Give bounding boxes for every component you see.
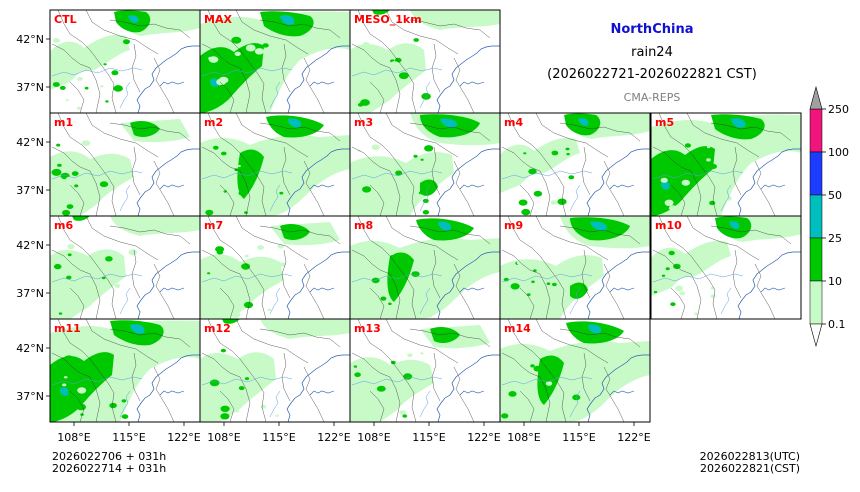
- colorbar-band: [809, 194, 823, 239]
- lat-label: 42°N: [16, 136, 44, 149]
- map-panel-m14: m14: [499, 318, 651, 423]
- panel-label: m7: [204, 219, 223, 232]
- map-panel-m3: m3: [349, 112, 501, 217]
- map-panel-m9: m9: [499, 215, 651, 320]
- init-time-line-2: 2026022714 + 031h: [52, 462, 167, 475]
- region-title: NorthChina: [610, 22, 694, 37]
- map-panel-m5: m5: [650, 112, 802, 217]
- map-panel-MESO_1km: MESO_1km: [349, 9, 501, 114]
- source-label: CMA-REPS: [623, 91, 681, 104]
- map-panel-m2: m2: [199, 112, 351, 217]
- panel-label: m11: [54, 322, 81, 335]
- colorbar-tick-label: 10: [828, 275, 842, 288]
- map-panel-m10: m10: [650, 215, 802, 320]
- panel-label: m8: [354, 219, 373, 232]
- panel-label: m6: [54, 219, 73, 232]
- lat-label: 42°N: [16, 33, 44, 46]
- lon-label: 108°E: [357, 431, 390, 444]
- map-panel-m13: m13: [349, 318, 501, 423]
- init-time-line-1: 2026022706 + 031h: [52, 450, 167, 463]
- map-panel-m8: m8: [349, 215, 501, 320]
- lon-label: 115°E: [562, 431, 595, 444]
- map-panel-m4: m4: [499, 112, 651, 217]
- map-panel-m12: m12: [199, 318, 351, 423]
- panel-label: m12: [204, 322, 231, 335]
- colorbar-max-extend: [809, 85, 823, 110]
- panel-label: m1: [54, 116, 73, 129]
- lat-label: 42°N: [16, 239, 44, 252]
- lon-label: 122°E: [617, 431, 650, 444]
- valid-time-cst: 2026022821(CST): [700, 462, 800, 475]
- colorbar-tick-label: 250: [828, 103, 849, 116]
- lon-label: 108°E: [507, 431, 540, 444]
- panel-label: m3: [354, 116, 373, 129]
- colorbar-tick-label: 50: [828, 189, 842, 202]
- lat-label: 37°N: [16, 184, 44, 197]
- map-panel-CTL: CTL: [49, 9, 201, 114]
- panel-label: m9: [504, 219, 523, 232]
- lon-label: 115°E: [412, 431, 445, 444]
- map-panel-MAX: MAX: [199, 9, 351, 114]
- period-title: (2026022721-2026022821 CST): [547, 67, 757, 82]
- panel-label: m14: [504, 322, 531, 335]
- colorbar-tick-label: 100: [828, 146, 849, 159]
- colorbar-tick-label: 0.1: [828, 318, 846, 331]
- panel-label: m10: [655, 219, 682, 232]
- panel-label: m13: [354, 322, 381, 335]
- panel-label: MESO_1km: [354, 13, 422, 26]
- lon-label: 122°E: [467, 431, 500, 444]
- lat-label: 37°N: [16, 390, 44, 403]
- valid-time-footer: 2026022813(UTC) 2026022821(CST): [600, 451, 800, 475]
- lat-label: 37°N: [16, 287, 44, 300]
- panel-frame: [499, 318, 651, 423]
- panel-frame: [650, 215, 802, 320]
- colorbar-band: [809, 151, 823, 196]
- init-time-footer: 2026022706 + 031h 2026022714 + 031h: [52, 451, 166, 475]
- colorbar-band: [809, 108, 823, 153]
- panel-label: MAX: [204, 13, 232, 26]
- lat-label: 42°N: [16, 342, 44, 355]
- lon-label: 115°E: [112, 431, 145, 444]
- map-panel-m11: m11: [49, 318, 201, 423]
- lon-label: 108°E: [57, 431, 90, 444]
- colorbar-tick-label: 25: [828, 232, 842, 245]
- panel-label: m4: [504, 116, 523, 129]
- lon-label: 122°E: [317, 431, 350, 444]
- lon-label: 122°E: [167, 431, 200, 444]
- map-panel-m7: m7: [199, 215, 351, 320]
- variable-title: rain24: [631, 45, 673, 60]
- colorbar-band: [809, 237, 823, 282]
- colorbar-min-extend: [809, 323, 823, 348]
- lon-label: 108°E: [207, 431, 240, 444]
- panel-label: m5: [655, 116, 674, 129]
- panel-label: m2: [204, 116, 223, 129]
- colorbar-band: [809, 280, 823, 325]
- lon-label: 115°E: [262, 431, 295, 444]
- map-panel-m1: m1: [49, 112, 201, 217]
- panel-label: CTL: [54, 13, 77, 26]
- valid-time-utc: 2026022813(UTC): [699, 450, 800, 463]
- lat-label: 37°N: [16, 81, 44, 94]
- map-panel-m6: m6: [49, 215, 201, 320]
